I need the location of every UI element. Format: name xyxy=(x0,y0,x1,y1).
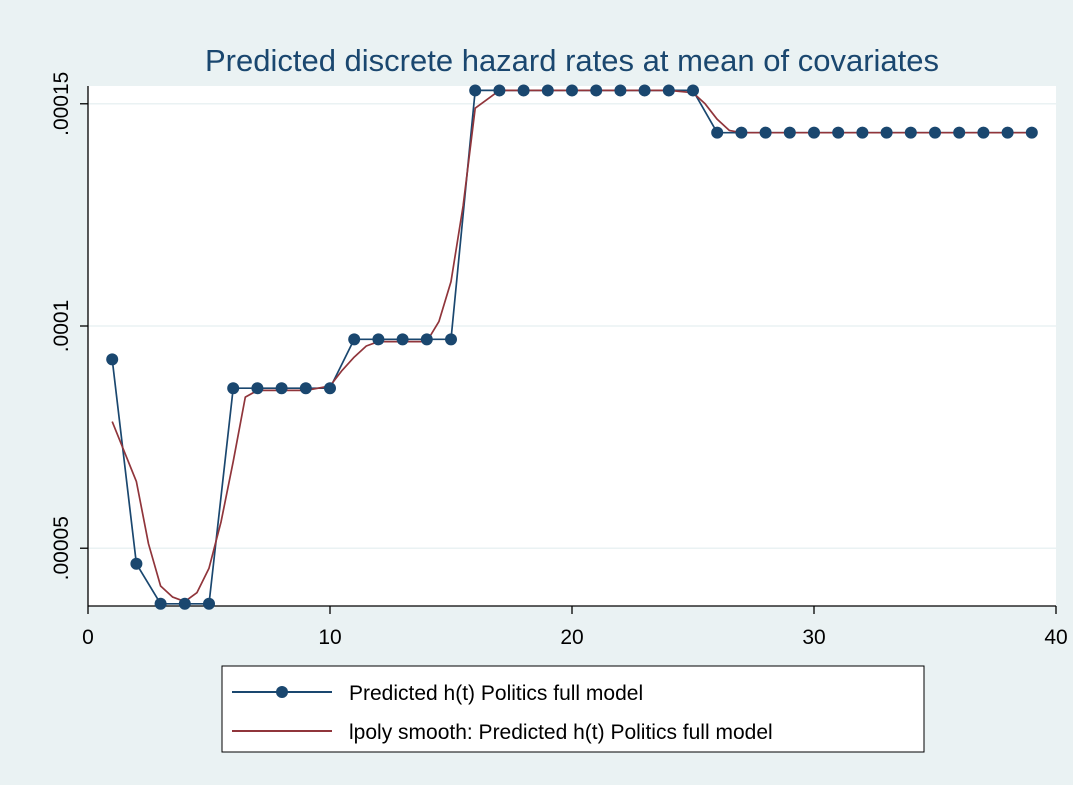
data-point xyxy=(638,84,651,97)
x-tick-label: 0 xyxy=(82,626,94,649)
data-point xyxy=(953,126,966,139)
data-point xyxy=(808,126,820,139)
legend: Predicted h(t) Politics full model lpoly… xyxy=(221,665,925,753)
y-tick-label: .0001 xyxy=(50,300,73,353)
legend-marker-series-1 xyxy=(276,686,288,698)
data-point xyxy=(614,84,627,97)
data-point xyxy=(275,382,288,395)
data-point xyxy=(420,333,433,346)
data-point xyxy=(299,382,312,395)
data-point xyxy=(106,353,119,366)
data-point xyxy=(929,126,941,139)
data-point xyxy=(445,333,457,346)
data-point xyxy=(251,382,264,395)
data-point xyxy=(783,126,796,139)
data-point xyxy=(396,333,409,346)
data-point xyxy=(856,126,869,139)
data-point xyxy=(493,84,506,97)
grid-lines xyxy=(88,103,1056,549)
data-point xyxy=(977,126,990,139)
x-axis-ticks: 0 10 20 30 40 xyxy=(82,606,1068,649)
data-point xyxy=(130,557,143,570)
y-tick-label: .00015 xyxy=(50,72,73,136)
x-tick-label: 20 xyxy=(560,626,583,649)
data-point xyxy=(372,333,385,346)
legend-label-series-2: lpoly smooth: Predicted h(t) Politics fu… xyxy=(349,721,773,744)
data-point xyxy=(178,597,191,610)
data-point xyxy=(203,597,215,610)
data-point xyxy=(541,84,554,97)
data-point xyxy=(590,84,603,97)
data-point xyxy=(348,333,361,346)
data-point xyxy=(832,126,845,139)
x-tick-label: 10 xyxy=(318,626,341,649)
chart-title: Predicted discrete hazard rates at mean … xyxy=(205,43,939,78)
data-point xyxy=(1001,126,1014,139)
data-point xyxy=(324,382,336,395)
data-point xyxy=(469,84,482,97)
data-point xyxy=(759,126,772,139)
data-point xyxy=(154,597,167,610)
data-point xyxy=(711,126,724,139)
legend-box xyxy=(221,665,925,753)
data-point xyxy=(904,126,917,139)
series-layer xyxy=(106,84,1038,610)
plot-area xyxy=(88,86,1056,606)
y-tick-label: .00005 xyxy=(50,516,73,580)
y-axis-ticks: .00005 .0001 .00015 xyxy=(50,72,88,580)
data-point xyxy=(227,382,240,395)
x-tick-label: 30 xyxy=(802,626,825,649)
data-point xyxy=(687,84,699,97)
data-point xyxy=(735,126,748,139)
data-point xyxy=(662,84,675,97)
data-point xyxy=(566,84,578,97)
data-point xyxy=(880,126,893,139)
data-point xyxy=(1025,126,1038,139)
x-tick-label: 40 xyxy=(1044,626,1067,649)
data-point xyxy=(517,84,530,97)
legend-label-series-1: Predicted h(t) Politics full model xyxy=(349,682,643,705)
